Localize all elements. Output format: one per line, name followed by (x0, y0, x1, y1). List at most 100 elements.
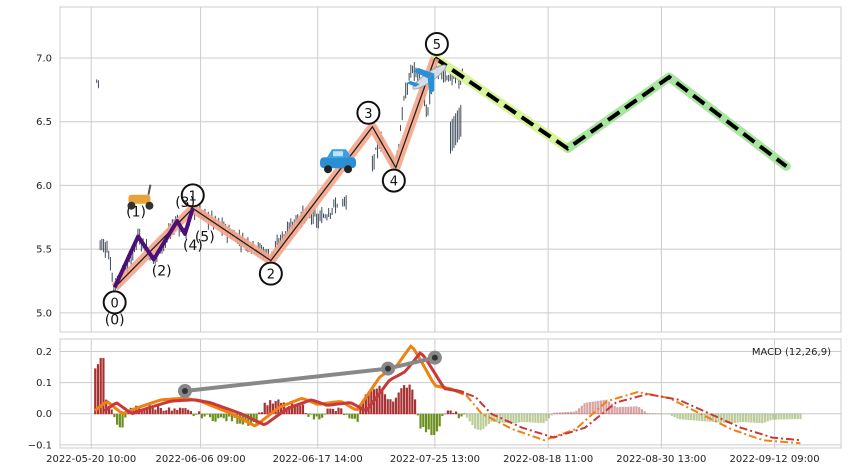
macd-hist-bar (353, 413, 357, 419)
macd-hist-bar (539, 413, 542, 423)
macd-hist-bar (236, 413, 239, 424)
macd-hist-bar (340, 408, 343, 415)
macd-hist-bar (208, 413, 212, 418)
macd-hist-bar (228, 413, 231, 417)
wave-label-circle (424, 31, 449, 56)
macd-hist-bar (312, 413, 316, 420)
macd-hist-bar (479, 413, 482, 431)
macd-hist-bar (659, 413, 663, 415)
macd-hist-bar (766, 413, 769, 422)
macd-hist-bar (318, 413, 321, 420)
macd-hist-bar (408, 384, 411, 415)
macd-y-axis: −0.1 0.0 0.1 0.2 (28, 347, 52, 451)
macd-hist-bar (597, 400, 600, 415)
minor-wave-label: (2) (152, 263, 172, 279)
macd-hist-bar (744, 413, 747, 423)
macd-hist-bar (651, 413, 654, 415)
macd-hist-bar (386, 399, 389, 415)
macd-hist-bar (94, 368, 97, 415)
macd-hist-bar (288, 406, 291, 415)
macd-hist-bar (449, 410, 452, 415)
macd-hist-bar (435, 413, 439, 432)
macd-hist-bar (293, 406, 296, 415)
macd-hist-bar (200, 413, 203, 419)
macd-hist-bar (217, 413, 220, 419)
macd-hist-bar (512, 413, 515, 424)
projection-path (430, 53, 791, 171)
macd-hist-bar (567, 411, 570, 415)
macd-hist-bar (460, 413, 463, 417)
macd-hist-bar (121, 413, 124, 428)
macd-hist-bar (605, 399, 608, 415)
macd-hist-bar (602, 400, 605, 415)
macd-hist-bar (244, 413, 247, 423)
price-y-tick: 6.5 (36, 117, 52, 128)
macd-hist-bar (271, 403, 275, 415)
wave-label: 4 (390, 175, 398, 190)
minor-wave-label: (4) (183, 238, 203, 254)
macd-hist-bar (307, 413, 310, 417)
macd-hist-bar (755, 413, 758, 423)
macd-y-tick: 0.2 (36, 347, 52, 358)
macd-histogram (94, 357, 802, 436)
scooter-icon (127, 184, 154, 210)
macd-hist-bar (260, 412, 264, 415)
macd-hist-bar (793, 413, 797, 420)
macd-grid (60, 339, 841, 448)
macd-y-tick: 0.0 (36, 409, 52, 420)
macd-hist-bar (274, 401, 277, 415)
macd-hist-bar (162, 410, 165, 415)
macd-hist-bar (687, 413, 690, 421)
macd-hist-bar (673, 413, 676, 418)
macd-hist-bar (575, 410, 578, 415)
macd-hist-bar (96, 364, 100, 415)
price-y-tick: 6.0 (36, 181, 52, 192)
macd-hist-bar (403, 385, 406, 415)
macd-hist-bar (599, 400, 603, 415)
macd-hist-bar (627, 406, 630, 415)
macd-hist-bar (482, 413, 485, 429)
macd-hist-bar (665, 413, 668, 415)
plane-tail (406, 80, 420, 87)
macd-hist-bar (148, 405, 152, 415)
macd-hist-bar (367, 392, 370, 415)
macd-hist-bar (528, 413, 531, 423)
minor-wave-label: (5) (195, 229, 215, 245)
macd-hist-bar (761, 413, 764, 424)
macd-hist-bar (561, 412, 564, 415)
macd-hist-bar (752, 413, 756, 423)
macd-hist-bar (517, 413, 521, 423)
macd-hist-bar (487, 413, 490, 424)
macd-hist-bar (580, 405, 583, 415)
x-tick-label: 2022-08-30 13:00 (616, 454, 706, 465)
macd-hist-bar (310, 413, 313, 415)
wave-label: 5 (433, 38, 441, 53)
macd-hist-bar (157, 405, 160, 415)
macd-hist-bar (750, 413, 753, 423)
macd-hist-bar (427, 413, 430, 430)
macd-hist-bar (151, 406, 154, 415)
macd-hist-bar (640, 409, 644, 415)
macd-hist-bar (577, 408, 581, 415)
macd-hist-bar (452, 413, 455, 415)
macd-hist-bar (219, 413, 223, 418)
macd-hist-bar (553, 412, 556, 415)
scooter-body (128, 194, 151, 204)
macd-hist-bar (542, 413, 545, 424)
price-y-axis: 5.0 5.5 6.0 6.5 7.0 (36, 53, 52, 319)
macd-hist-bar (438, 413, 441, 427)
macd-hist-bar (419, 413, 422, 429)
macd-hist-bar (159, 408, 162, 415)
macd-hist-bar (698, 413, 701, 421)
macd-hist-bar (717, 413, 720, 423)
macd-hist-bar (782, 413, 786, 420)
macd-hist-bar (107, 405, 111, 415)
wave-label-circle (381, 168, 406, 193)
macd-hist-bar (646, 413, 649, 415)
macd-hist-bar (329, 408, 332, 415)
macd-hist-bar (463, 413, 466, 415)
macd-hist-bar (649, 413, 652, 415)
macd-hist-bar (569, 411, 572, 415)
price-grid (60, 7, 841, 332)
